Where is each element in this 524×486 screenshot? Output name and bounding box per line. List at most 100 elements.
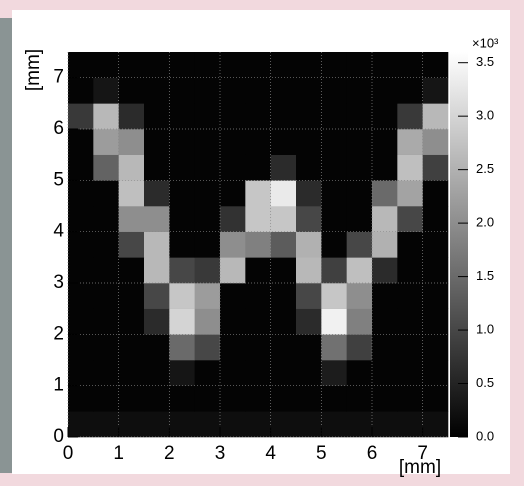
heatmap-cell <box>296 385 322 412</box>
x-tick-label: 0 <box>63 443 74 464</box>
colorbar-tick-label: 1.0 <box>476 321 494 336</box>
heatmap-cell <box>118 385 145 412</box>
heatmap-cell <box>270 129 297 155</box>
heatmap-cell <box>422 334 449 361</box>
heatmap-cell <box>93 180 119 207</box>
heatmap-cell <box>118 52 145 78</box>
heatmap-cell <box>169 52 195 78</box>
heatmap-cell <box>169 154 195 181</box>
heatmap-cell <box>68 257 94 284</box>
heatmap-cell <box>220 129 246 155</box>
heatmap-cell <box>372 411 398 438</box>
heatmap-cell <box>321 129 347 155</box>
heatmap-cell <box>372 308 398 335</box>
heatmap-cell <box>118 231 145 258</box>
heatmap-cell <box>144 180 170 207</box>
heatmap-cell <box>422 385 449 412</box>
heatmap-cell <box>372 77 398 104</box>
x-axis-label: [mm] <box>399 457 441 478</box>
heatmap-cell <box>346 308 373 335</box>
heatmap-cell <box>296 52 322 78</box>
heatmap-cell <box>245 360 271 386</box>
heatmap-cell <box>118 360 145 386</box>
heatmap-cell <box>245 283 271 309</box>
heatmap-cell <box>270 206 297 232</box>
heatmap-cell <box>372 206 398 232</box>
heatmap-cell <box>93 154 119 181</box>
heatmap-cell <box>346 103 373 130</box>
x-tick-label: 7 <box>417 443 428 464</box>
heatmap-cell <box>220 360 246 386</box>
heatmap-cell <box>372 180 398 207</box>
heatmap-cell <box>144 129 170 155</box>
heatmap-cell <box>397 103 423 130</box>
heatmap-cell <box>372 231 398 258</box>
heatmap-cell <box>422 103 449 130</box>
heatmap-cell <box>346 154 373 181</box>
heatmap-cell <box>144 206 170 232</box>
heatmap-cell <box>321 154 347 181</box>
heatmap-cell <box>93 231 119 258</box>
heatmap-cell <box>93 308 119 335</box>
heatmap-cell <box>220 257 246 284</box>
colorbar-tick-label: 2.5 <box>476 161 494 176</box>
heatmap-cell <box>220 231 246 258</box>
heatmap-cell <box>422 206 449 232</box>
heatmap-cell <box>144 77 170 104</box>
heatmap-cell <box>93 334 119 361</box>
heatmap-cell <box>397 231 423 258</box>
heatmap-cell <box>194 129 221 155</box>
heatmap-cell <box>321 283 347 309</box>
heatmap-cell <box>169 283 195 309</box>
heatmap-cell <box>220 411 246 438</box>
heatmap-cell <box>93 129 119 155</box>
heatmap-cell <box>270 103 297 130</box>
heatmap-cell <box>118 180 145 207</box>
heatmap-cell <box>296 360 322 386</box>
x-tick-label: 2 <box>164 443 175 464</box>
heatmap-cell <box>321 206 347 232</box>
heatmap-cell <box>245 77 271 104</box>
heatmap-cell <box>270 231 297 258</box>
heatmap-cell <box>346 385 373 412</box>
heatmap-cell <box>68 334 94 361</box>
x-tick-label: 4 <box>265 443 276 464</box>
heatmap-cell <box>220 180 246 207</box>
heatmap-cell <box>93 257 119 284</box>
y-tick-label: 5 <box>53 169 64 190</box>
heatmap-cell <box>169 360 195 386</box>
heatmap-cell <box>346 77 373 104</box>
heatmap-cell <box>220 334 246 361</box>
heatmap-cell <box>346 334 373 361</box>
heatmap-cell <box>118 103 145 130</box>
heatmap-cell <box>296 411 322 438</box>
heatmap-cell <box>245 154 271 181</box>
heatmap-cell <box>397 334 423 361</box>
heatmap-cell <box>346 129 373 155</box>
heatmap-cell <box>68 411 94 438</box>
heatmap-cell <box>321 334 347 361</box>
heatmap-cell <box>245 52 271 78</box>
heatmap-cell <box>220 77 246 104</box>
heatmap-cell <box>93 77 119 104</box>
heatmap-cell <box>372 334 398 361</box>
heatmap-cell <box>118 129 145 155</box>
heatmap-cell <box>346 180 373 207</box>
x-tick-label: 5 <box>316 443 327 464</box>
heatmap-cell <box>270 385 297 412</box>
heatmap-cell <box>245 385 271 412</box>
heatmap-cell <box>321 180 347 207</box>
heatmap-cell <box>397 411 423 438</box>
heatmap-cell <box>270 180 297 207</box>
heatmap-cell <box>93 385 119 412</box>
heatmap-cell <box>68 385 94 412</box>
heatmap-cell <box>194 103 221 130</box>
heatmap-cell <box>245 411 271 438</box>
heatmap-cell <box>346 283 373 309</box>
heatmap-cell <box>245 129 271 155</box>
heatmap-cell <box>245 334 271 361</box>
heatmap-cell <box>422 411 449 438</box>
heatmap-cell <box>422 129 449 155</box>
heatmap-cell <box>194 334 221 361</box>
heatmap-cell <box>397 77 423 104</box>
